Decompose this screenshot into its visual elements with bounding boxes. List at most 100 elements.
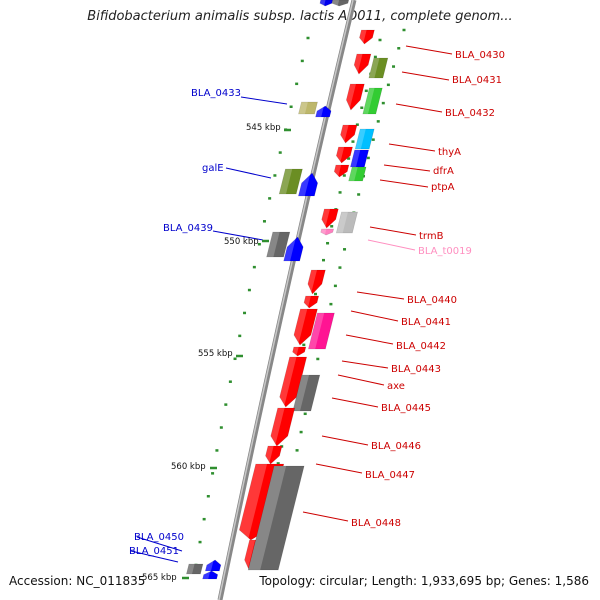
gene-shade — [357, 30, 367, 44]
leader-line — [136, 536, 183, 552]
cog-feature-box — [354, 128, 375, 150]
leader-line — [321, 435, 369, 446]
gene-shade — [298, 102, 308, 114]
bla_0439-gene-arrow — [283, 236, 304, 262]
leader-line — [315, 463, 363, 474]
gene-shade — [283, 237, 297, 261]
bla_0443-gene-arrow — [292, 346, 307, 357]
gene-shade — [186, 564, 195, 574]
leader-line — [225, 167, 272, 179]
leader-line — [395, 103, 443, 113]
map-title: Bifidobacterium animalis subsp. lactis A… — [87, 9, 513, 24]
bla_0445-gene-arrow — [270, 407, 296, 447]
backbone-highlight — [218, 0, 354, 600]
cog-feature-box — [335, 211, 358, 234]
gene-shade — [248, 466, 287, 570]
gene-shade — [331, 0, 340, 6]
axe-label: axe — [387, 381, 405, 392]
gene-shade — [202, 571, 211, 579]
cog-feature-box — [368, 57, 389, 79]
gene-shade — [348, 167, 358, 181]
cog-feature-box — [348, 166, 367, 182]
cog-feature-box — [247, 465, 305, 571]
gene-shade — [355, 129, 366, 149]
kbp-label: 550 kbp — [224, 237, 259, 247]
bla_0450-gene-arrow — [204, 559, 222, 572]
bla_0431-gene-arrow — [353, 53, 372, 75]
gene-shade — [308, 313, 325, 349]
gale-gene-arrow — [298, 172, 318, 197]
leader-line — [130, 550, 179, 563]
bla_0433-gene-arrow — [315, 105, 332, 118]
dfra-label: dfrA — [433, 166, 454, 177]
gene-shade — [315, 106, 324, 117]
gene-shade — [336, 212, 348, 233]
gene-shade — [242, 540, 256, 570]
gene-shade — [351, 54, 363, 74]
bla_0445-label: BLA_0445 — [381, 403, 431, 414]
kbp-label: 560 kbp — [171, 462, 206, 472]
bla_0442-label: BLA_0442 — [396, 341, 446, 352]
bla_0430-gene-arrow — [359, 29, 375, 45]
leader-line — [369, 226, 417, 236]
leader-line — [331, 397, 379, 408]
gene-shade — [319, 0, 326, 6]
gene-shade — [368, 58, 380, 78]
gene-labels: BLA_0430 BLA_0431 BLA_0432 BLA_0433 thyA dfrA… — [129, 50, 505, 557]
ptpa-gene-arrow — [333, 164, 350, 178]
gene-shade — [319, 209, 330, 228]
bla_t0019-gene-arrow — [320, 228, 334, 236]
accession-text: Accession: NC_011835 — [9, 574, 146, 588]
bla_0447-label: BLA_0447 — [365, 470, 415, 481]
gene-shade — [338, 125, 349, 143]
bla_0446-label: BLA_0446 — [371, 441, 421, 452]
leader-line — [356, 291, 405, 300]
bla_0448-label: BLA_0448 — [351, 518, 401, 529]
kbp-label: 545 kbp — [246, 123, 281, 133]
cog-feature-box — [298, 101, 318, 115]
backbone-track — [217, 0, 357, 600]
cog-feature-box — [278, 168, 303, 195]
kbp-label: 555 kbp — [198, 349, 233, 359]
cog-feature-box — [331, 0, 350, 7]
gene-shade — [305, 270, 317, 294]
leader-line — [401, 71, 450, 81]
leader-line — [379, 179, 429, 188]
label-leader-lines — [130, 45, 453, 563]
gene-shade — [205, 560, 214, 571]
leader-line — [383, 164, 431, 172]
leader-line — [350, 310, 399, 322]
cog-feature-box — [319, 0, 334, 7]
gene-shade — [350, 150, 361, 167]
bla_0450-label: BLA_0450 — [134, 532, 184, 543]
gene-shade — [302, 296, 311, 308]
leader-line — [405, 45, 453, 55]
leader-line — [302, 511, 349, 522]
bla_0440-label: BLA_0440 — [407, 295, 457, 306]
gene-shade — [291, 309, 308, 345]
kbp-scale-labels: 545 kbp 550 kbp 555 kbp 560 kbp 565 kbp — [142, 123, 291, 583]
trmb-gene-arrow — [321, 208, 339, 229]
leader-line — [212, 230, 264, 241]
bla_t0019-label: BLA_t0019 — [418, 246, 472, 257]
cog-feature-box — [266, 231, 291, 258]
bla_0446-gene-arrow — [265, 445, 283, 465]
cog-feature-box — [308, 312, 335, 350]
thya-gene-arrow — [340, 124, 358, 144]
gene-shade — [266, 232, 280, 257]
axe-gene-arrow — [279, 356, 308, 408]
gene-shade — [332, 165, 342, 177]
leader-line — [240, 96, 288, 105]
bla_0439-label: BLA_0439 — [163, 223, 213, 234]
gene-shade — [362, 88, 375, 114]
trmb-label: trmB — [419, 231, 444, 242]
gene-shade — [277, 357, 297, 407]
gene-shade — [334, 147, 345, 163]
thya-label: thyA — [438, 147, 461, 158]
bla_0430-label: BLA_0430 — [455, 50, 505, 61]
bla_0441-gene-arrow — [303, 295, 320, 309]
bla_0432-gene-arrow — [346, 83, 365, 111]
gene-shade — [298, 173, 311, 196]
